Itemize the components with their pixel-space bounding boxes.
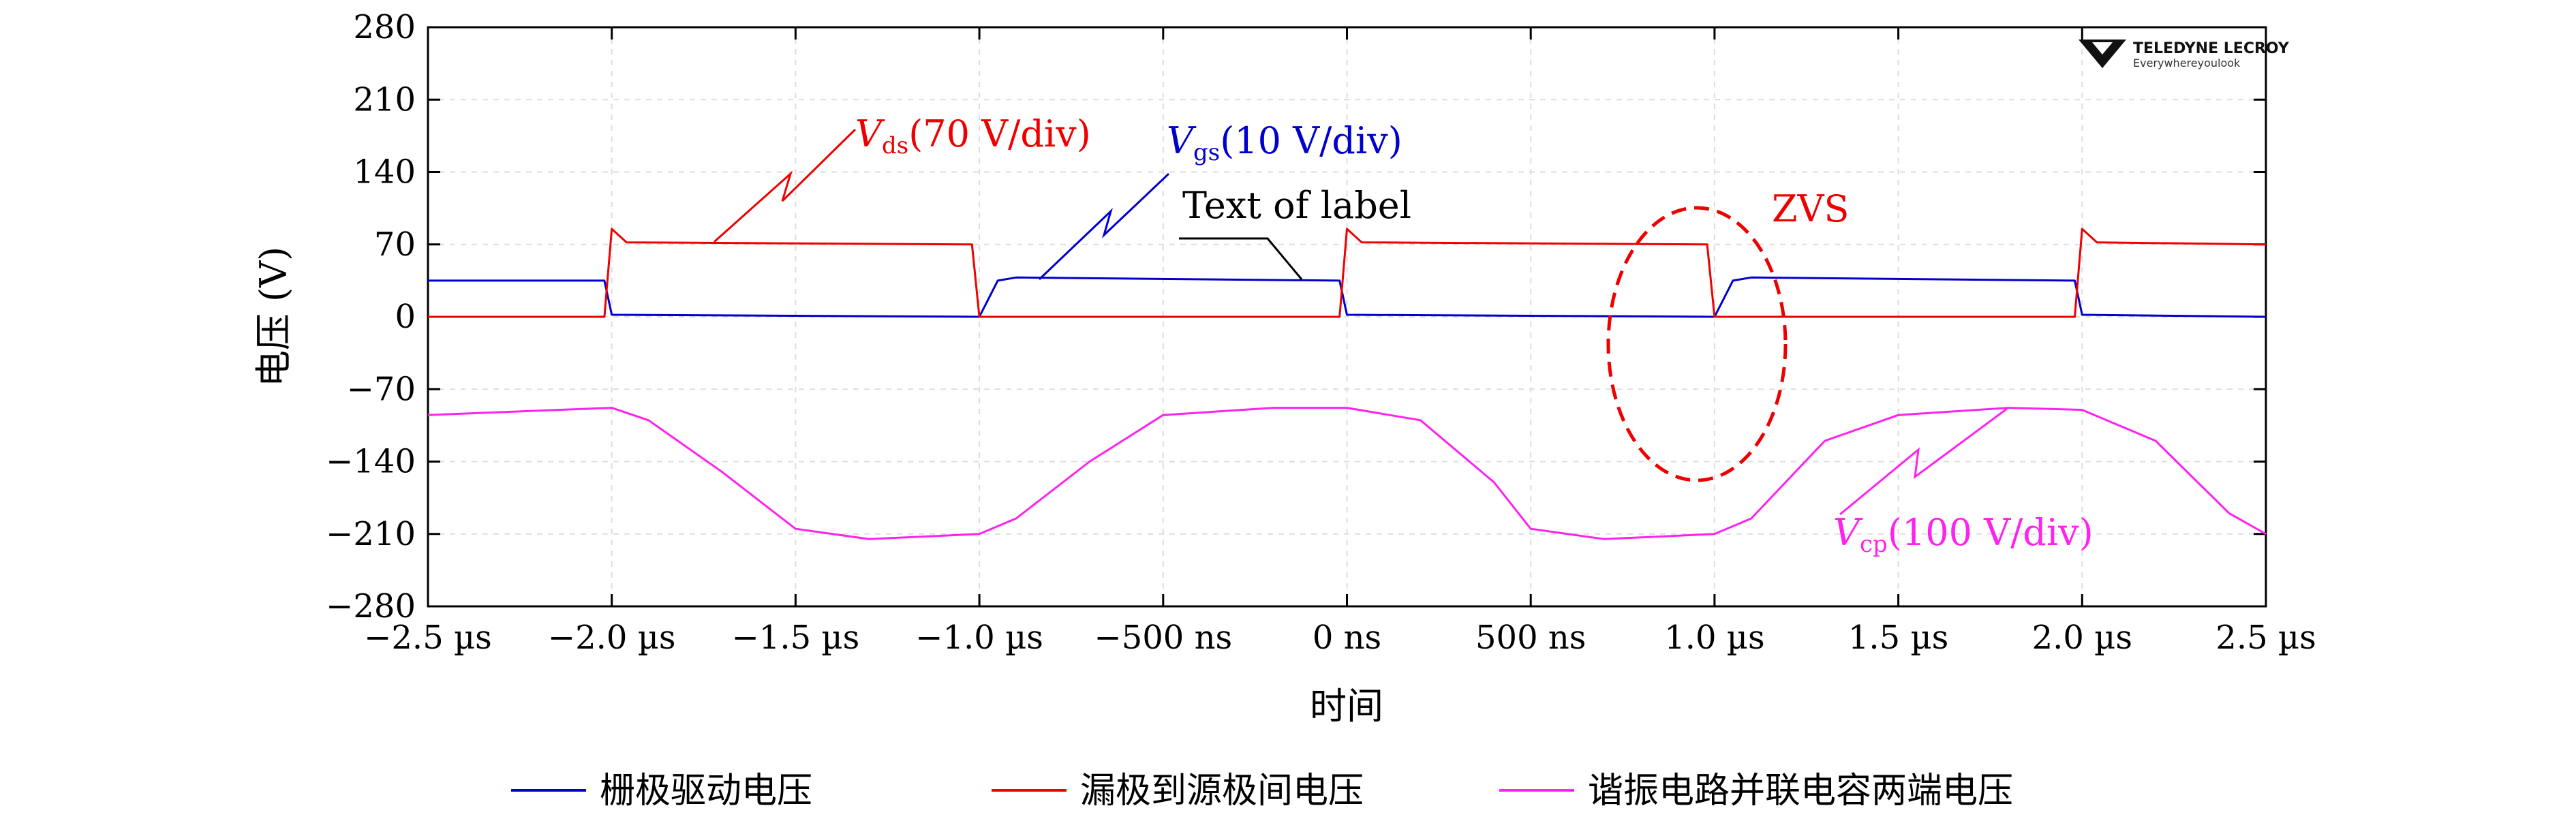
grid <box>428 27 2266 606</box>
annotation-vds: Vds(70 V/div) <box>714 112 1091 243</box>
annotation-vds-base: V <box>855 112 885 155</box>
annotation-vgs-leader <box>1038 172 1170 281</box>
annotation-zvs: ZVS <box>1606 187 1850 482</box>
annotation-vgs-sub: gs <box>1193 139 1220 166</box>
series-line-1 <box>428 228 2267 318</box>
annotation-vcp-suffix: (100 V/div) <box>1888 511 2094 554</box>
y-tick-label: −210 <box>326 515 416 553</box>
legend-label: 谐振电路并联电容两端电压 <box>1588 771 2013 811</box>
annotation-vds-suffix: (70 V/div) <box>908 112 1091 155</box>
x-tick-label: −500 ns <box>1094 619 1232 657</box>
annotation-vgs-base: V <box>1167 119 1197 162</box>
annotation-vgs: Vgs(10 V/div) <box>1038 119 1402 281</box>
annotation-vcp-label: Vcp(100 V/div) <box>1833 511 2094 558</box>
x-tick-label: 1.5 µs <box>1848 619 1948 657</box>
teledyne-lecroy-logo: TELEDYNE LECROY Everywhereyoulook <box>2079 40 2290 69</box>
series-line-2 <box>427 407 2267 540</box>
annotation-vcp-base: V <box>1833 511 1863 554</box>
x-tick-label: 2.0 µs <box>2032 619 2132 657</box>
y-tick-label: 210 <box>353 80 416 119</box>
x-tick-label: −1.5 µs <box>732 619 860 657</box>
x-tick-label: −1.0 µs <box>915 619 1043 657</box>
annotation-vgs-label: Vgs(10 V/div) <box>1167 119 1402 166</box>
logo-line1: TELEDYNE LECROY <box>2133 40 2290 57</box>
x-tick-label: 500 ns <box>1475 619 1586 657</box>
y-tick-label: −140 <box>326 443 416 481</box>
zvs-ellipse <box>1606 206 1788 482</box>
x-tick-label: −2.0 µs <box>548 619 676 657</box>
x-tick-label: 1.0 µs <box>1664 619 1764 657</box>
legend: 栅极驱动电压 漏极到源极间电压 谐振电路并联电容两端电压 <box>511 771 2013 811</box>
annotation-vgs-suffix: (10 V/div) <box>1220 119 1402 162</box>
axis-ticks: 280 210 140 70 0 −70 −140 −210 −280−2.5 µs −2.0 µ… <box>326 8 2316 657</box>
y-tick-label: 140 <box>353 153 416 191</box>
logo-line2: Everywhereyoulook <box>2133 57 2241 69</box>
legend-label: 栅极驱动电压 <box>600 771 812 811</box>
series-lines <box>427 228 2267 540</box>
annotation-vds-leader <box>714 128 857 243</box>
annotation-vds-label: Vds(70 V/div) <box>855 112 1091 159</box>
y-axis-title: 电压 (V) <box>252 247 295 387</box>
legend-label: 漏极到源极间电压 <box>1080 771 1364 811</box>
series-line-0 <box>428 276 2267 318</box>
annotation-text-of-label-leader <box>1179 237 1303 280</box>
y-tick-label: −280 <box>326 587 416 625</box>
x-tick-label: 0 ns <box>1313 619 1381 657</box>
y-tick-label: 280 <box>353 8 416 46</box>
y-tick-label: −70 <box>347 370 416 408</box>
annotation-vcp: Vcp(100 V/div) <box>1833 407 2094 558</box>
x-tick-label: −2.5 µs <box>364 619 492 657</box>
annotation-text-of-label: Text of label <box>1179 184 1411 280</box>
annotation-zvs-text: ZVS <box>1772 187 1850 230</box>
annotation-vcp-sub: cp <box>1860 531 1888 558</box>
annotation-vcp-leader <box>1839 407 2008 516</box>
logo-mark-inner <box>2092 42 2113 55</box>
x-axis-title: 时间 <box>1310 685 1383 728</box>
y-tick-label: 70 <box>374 226 416 264</box>
y-tick-label: 0 <box>395 298 416 336</box>
x-tick-label: 2.5 µs <box>2215 619 2316 657</box>
annotation-vds-sub: ds <box>882 132 908 159</box>
annotation-text-of-label-text: Text of label <box>1182 184 1411 227</box>
